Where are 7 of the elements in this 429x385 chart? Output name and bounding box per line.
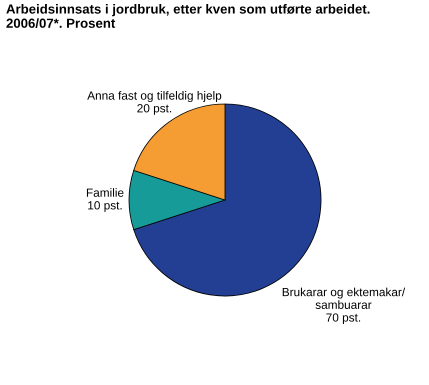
- chart-title: Arbeidsinnsats i jordbruk, etter kven som utførte arbeidet. 2006/07*. Prosent: [6, 4, 370, 28]
- data-label: 70 pst.: [326, 313, 360, 324]
- slice-label: Familie: [86, 188, 124, 197]
- slice-label: Brukarar og ektemakar/ sambuarar: [282, 288, 406, 309]
- slice-label: Anna fast og tilfeldig hjelp: [87, 91, 222, 102]
- data-label: 10 pst.: [88, 201, 122, 212]
- data-label: 20 pst.: [137, 104, 172, 115]
